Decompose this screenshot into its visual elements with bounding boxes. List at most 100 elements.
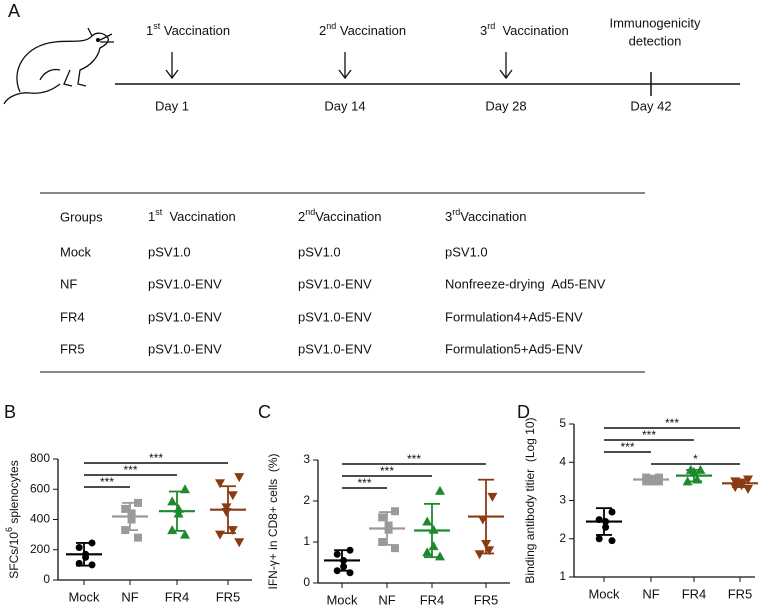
day-label: Day 28 <box>485 98 526 113</box>
data-point <box>215 530 225 540</box>
table-cell: NF <box>60 276 77 291</box>
y-tick-label: 200 <box>30 542 50 556</box>
panel-label: D <box>517 402 530 422</box>
data-point <box>435 551 445 561</box>
vaccination-label: 2nd Vaccination <box>319 21 406 38</box>
data-point <box>234 538 245 548</box>
y-axis-label: SFCs/106 splenocytes <box>4 460 21 578</box>
table-cell: pSV1.0-ENV <box>298 276 372 291</box>
data-point <box>234 473 245 483</box>
y-tick-label: 1 <box>303 534 310 548</box>
data-point <box>167 496 178 506</box>
y-axis-label: IFN-γ+ in CD8+ cells (%) <box>266 453 280 589</box>
data-point <box>595 535 603 543</box>
data-point <box>333 550 341 558</box>
y-axis-label: Binding antibody titier (Log 10) <box>523 417 537 583</box>
table-cell: Formulation4+Ad5-ENV <box>445 309 583 324</box>
significance-label: *** <box>380 464 394 478</box>
data-point <box>180 529 190 539</box>
data-point <box>227 491 238 501</box>
panel-label: B <box>4 402 16 422</box>
data-point <box>608 537 616 545</box>
y-tick-label: 3 <box>303 452 310 466</box>
text-part: 1 <box>148 209 155 224</box>
significance-label: *** <box>642 428 656 442</box>
text-part: SFCs/10 <box>7 532 21 579</box>
x-tick-label: NF <box>642 586 659 601</box>
day-label: Day 42 <box>630 98 671 113</box>
y-tick-label: 600 <box>30 481 50 495</box>
significance-label: *** <box>100 475 114 489</box>
table-cell: FR5 <box>60 341 85 356</box>
data-point <box>422 516 433 526</box>
data-point <box>215 479 225 489</box>
data-point <box>384 521 393 530</box>
data-point <box>75 543 83 551</box>
y-tick-label: 400 <box>30 512 50 526</box>
x-tick-label: FR4 <box>165 589 190 604</box>
superscript: nd <box>326 21 336 31</box>
superscript: rd <box>487 21 495 31</box>
text-part: Vaccination <box>315 209 381 224</box>
table-cell: pSV1.0 <box>298 244 341 259</box>
data-point <box>167 525 178 535</box>
table-header: 1st Vaccination <box>148 207 236 224</box>
table-header: 2ndVaccination <box>298 207 382 224</box>
table-cell: pSV1.0 <box>148 244 191 259</box>
text-part: 1 <box>146 23 153 38</box>
table-cell: pSV1.0-ENV <box>148 309 222 324</box>
superscript: 6 <box>4 527 14 532</box>
significance-label: *** <box>123 463 137 477</box>
data-point <box>422 547 433 557</box>
significance-label: *** <box>665 416 679 430</box>
text-part: 2 <box>319 23 326 38</box>
panel-label: A <box>8 1 20 21</box>
text-part: Vaccination <box>336 23 406 38</box>
text-part: Vaccination <box>162 209 235 224</box>
y-tick-label: 0 <box>303 575 310 589</box>
significance-label: *** <box>149 451 163 465</box>
vaccination-label: 3rd Vaccination <box>480 21 569 38</box>
table-cell: pSV1.0 <box>445 244 488 259</box>
significance-label: *** <box>407 452 421 466</box>
data-point <box>173 508 184 518</box>
table-cell: pSV1.0-ENV <box>148 276 222 291</box>
significance-label: *** <box>620 440 634 454</box>
table-cell: pSV1.0-ENV <box>298 309 372 324</box>
superscript: st <box>155 207 163 217</box>
y-tick-label: 0 <box>43 572 50 586</box>
y-tick-label: 2 <box>303 493 310 507</box>
data-point <box>428 541 439 551</box>
data-point <box>227 526 238 536</box>
x-tick-label: FR4 <box>420 592 445 607</box>
table-header: 3rdVaccination <box>445 207 527 224</box>
data-point <box>127 515 136 524</box>
text-part: splenocytes <box>7 460 21 527</box>
data-point <box>435 485 445 495</box>
x-tick-label: NF <box>378 592 395 607</box>
table-cell: FR4 <box>60 309 85 324</box>
data-point <box>487 492 498 502</box>
table-cell: pSV1.0-ENV <box>148 341 222 356</box>
table-cell: Mock <box>60 244 92 259</box>
data-point <box>127 509 136 518</box>
significance-label: *** <box>357 476 371 490</box>
detection-label: Immunogenicity <box>609 15 701 30</box>
y-tick-label: 3 <box>559 493 566 507</box>
table-cell: pSV1.0-ENV <box>298 341 372 356</box>
table-cell: Formulation5+Ad5-ENV <box>445 341 583 356</box>
data-point <box>121 504 130 513</box>
superscript: nd <box>305 207 315 217</box>
x-tick-label: Mock <box>326 592 358 607</box>
y-tick-label: 4 <box>559 454 566 468</box>
data-point <box>474 550 485 560</box>
panel-label: C <box>258 402 271 422</box>
data-point <box>384 525 393 534</box>
x-tick-label: FR4 <box>682 586 707 601</box>
vaccination-label: 1st Vaccination <box>146 21 230 38</box>
mouse-icon <box>3 27 114 105</box>
x-tick-label: NF <box>121 589 138 604</box>
data-point <box>378 538 387 546</box>
